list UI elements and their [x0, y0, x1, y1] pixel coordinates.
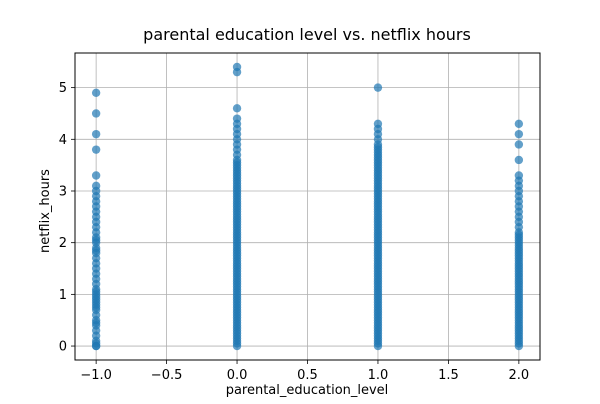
x-tick-label: 2.0	[509, 368, 530, 383]
x-tick-label: 1.0	[368, 368, 389, 383]
x-tick-label: 1.5	[438, 368, 459, 383]
y-tick-label: 3	[59, 184, 67, 199]
scatter-point	[91, 129, 101, 139]
y-tick-label: 4	[59, 133, 67, 148]
y-axis-label: netflix_hours	[38, 169, 53, 253]
scatter-point	[514, 155, 524, 165]
y-tick-label: 0	[59, 340, 67, 355]
x-axis-label: parental_education_level	[226, 383, 389, 398]
scatter-point	[373, 119, 383, 129]
x-tick-label: 0.5	[297, 368, 318, 383]
scatter-point	[232, 62, 242, 72]
scatter-point	[91, 88, 101, 97]
scatter-point	[232, 104, 242, 113]
scatter-point	[91, 181, 101, 191]
scatter-point	[91, 109, 101, 118]
y-tick-label: 1	[59, 288, 67, 303]
scatter-point	[91, 171, 101, 180]
axis-ticks: −1.0 −0.5 0.0 0.5 1.0 1.5 2.0 0 1 2 3 4 5	[59, 81, 529, 383]
chart-title: parental education level vs. netflix hou…	[143, 25, 471, 44]
scatter-point	[514, 171, 524, 180]
scatter-point	[91, 145, 101, 154]
x-tick-label: −0.5	[151, 368, 183, 383]
scatter-point	[232, 114, 242, 123]
x-tick-label: −1.0	[80, 368, 112, 383]
y-tick-label: 5	[59, 81, 67, 96]
scatter-point	[514, 119, 524, 129]
x-tick-label: 0.0	[227, 368, 248, 383]
y-tick-label: 2	[59, 236, 67, 251]
scatter-point	[514, 129, 524, 139]
scatter-point	[373, 83, 383, 92]
data-points	[91, 62, 524, 351]
scatter-point	[514, 140, 524, 149]
